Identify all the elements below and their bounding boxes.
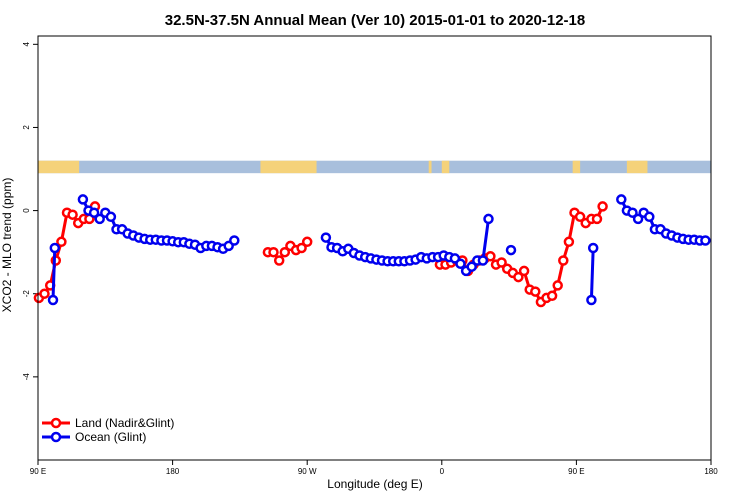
data-point: [466, 261, 477, 272]
land-segment: [38, 160, 80, 174]
data-point: [47, 294, 59, 306]
data-point: [485, 251, 496, 262]
data-point: [591, 213, 603, 225]
y-tick-label: 2: [22, 125, 31, 130]
data-point: [320, 232, 332, 243]
data-point: [94, 213, 105, 225]
y-tick-label: -4: [22, 373, 31, 381]
data-point: [477, 255, 489, 266]
legend-ocean-label: Ocean (Glint): [75, 430, 146, 444]
data-point: [301, 236, 313, 248]
series-area: [33, 194, 711, 308]
land-segment: [626, 160, 648, 174]
x-tick-label: 180: [166, 467, 180, 476]
data-point: [558, 255, 569, 266]
data-point: [597, 201, 608, 212]
axes: 4 2 0 -2 -4 90 E 180 90 W 0 90 E 180: [22, 42, 718, 476]
data-point: [77, 194, 89, 205]
data-point: [49, 242, 61, 254]
data-point: [483, 213, 494, 225]
y-tick-label: 4: [22, 42, 31, 47]
land-segment: [428, 160, 432, 174]
x-axis-label: Longitude (deg E): [327, 477, 422, 491]
ocean-band: [38, 160, 711, 174]
data-point: [88, 207, 100, 218]
legend-land-label: Land (Nadir&Glint): [75, 416, 174, 430]
data-point: [496, 257, 507, 268]
legend: Land (Nadir&Glint) Ocean (Glint): [42, 416, 174, 444]
data-point: [586, 294, 597, 306]
data-point: [700, 235, 711, 246]
chart-title: 32.5N-37.5N Annual Mean (Ver 10) 2015-01…: [165, 12, 585, 29]
data-point: [455, 258, 466, 270]
data-point: [546, 290, 558, 302]
data-point: [563, 236, 575, 248]
series-line: [589, 247, 595, 301]
series-ocean: [47, 194, 711, 306]
series-land: [33, 201, 608, 308]
series-line: [51, 247, 57, 301]
data-point: [616, 194, 627, 205]
data-point: [105, 211, 117, 223]
x-tick-label: 90 E: [568, 467, 584, 476]
data-point: [229, 235, 240, 246]
land-segment: [260, 160, 317, 174]
data-point: [268, 246, 279, 258]
data-point: [273, 255, 285, 266]
data-point: [39, 288, 50, 299]
land-ocean-band: [38, 160, 711, 174]
y-axis-label: XCO2 - MLO trend (ppm): [0, 178, 14, 313]
data-point: [56, 236, 67, 248]
data-point: [627, 207, 638, 218]
x-tick-label: 0: [440, 467, 445, 476]
legend-land-marker: [50, 417, 62, 429]
data-point: [552, 280, 563, 291]
x-tick-label: 180: [704, 467, 718, 476]
x-tick-label: 90 W: [298, 467, 317, 476]
y-tick-label: 0: [22, 208, 31, 213]
data-point: [505, 244, 517, 256]
data-point: [518, 265, 530, 277]
land-segment: [572, 160, 581, 174]
legend-ocean-marker: [50, 431, 62, 443]
data-point: [279, 246, 291, 258]
data-point: [644, 211, 655, 223]
data-point: [296, 242, 307, 254]
data-point: [513, 271, 524, 283]
data-point: [587, 242, 599, 254]
data-point: [67, 209, 78, 220]
plot-frame: [37, 35, 712, 461]
x-tick-label: 90 E: [30, 467, 46, 476]
data-point: [574, 211, 586, 223]
data-point: [530, 286, 541, 297]
data-point: [632, 213, 644, 225]
land-segment: [441, 160, 450, 174]
y-tick-label: -2: [22, 290, 31, 298]
